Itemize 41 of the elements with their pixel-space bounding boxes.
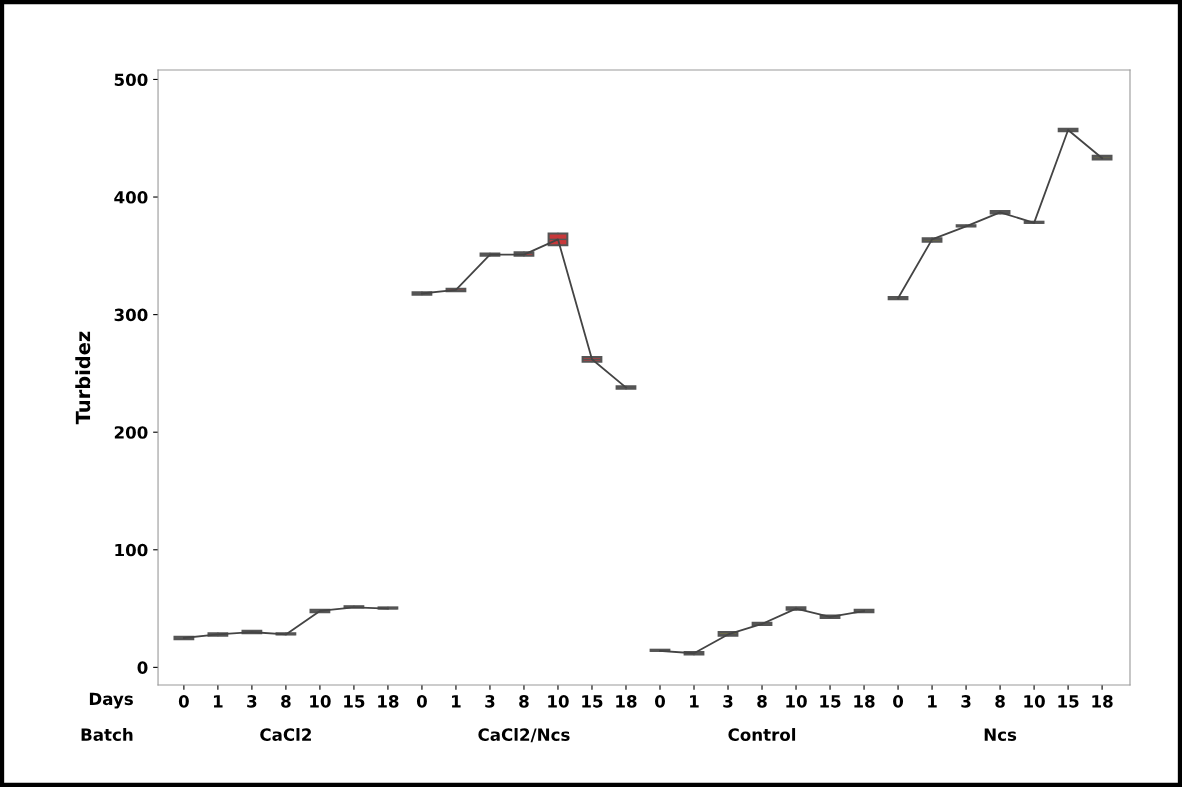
- x-tick-label: 8: [281, 695, 291, 708]
- x-tick-label: 0: [416, 695, 427, 708]
- text: CaCl2: [260, 728, 311, 741]
- text: Days: [89, 692, 133, 709]
- x-tick-label: 10: [1024, 695, 1045, 708]
- x-tick-label: 3: [485, 695, 495, 708]
- y-axis-title: Turbidez: [75, 331, 91, 425]
- text: CaCl2/Ncs: [478, 728, 570, 743]
- x-tick-label: 3: [961, 695, 971, 708]
- x-tick-label: 18: [1092, 695, 1113, 708]
- y-tick-label: 100: [115, 543, 148, 557]
- x-tick-label: 8: [757, 695, 767, 708]
- y-tick-label: 200: [114, 426, 148, 439]
- text: Control: [728, 728, 796, 741]
- x-tick-label: 0: [655, 695, 665, 708]
- x-tick-label: 1: [690, 695, 699, 708]
- x-tick-label: 10: [548, 695, 569, 708]
- x-tick-label: 18: [616, 695, 637, 708]
- text: Batch: [81, 728, 133, 741]
- x-tick-label: 8: [995, 695, 1005, 708]
- y-tick-label: 500: [114, 73, 148, 87]
- y-tick-label: 300: [114, 308, 148, 322]
- text: Ncs: [984, 728, 1017, 741]
- x-tick-label: 15: [582, 695, 603, 708]
- x-tick-label: 10: [786, 695, 807, 708]
- x-tick-label: 15: [1058, 695, 1079, 708]
- x-tick-label: 1: [213, 695, 223, 708]
- y-tick-label: 0: [137, 661, 148, 674]
- x-tick-label: 0: [893, 695, 904, 708]
- x-tick-label: 18: [854, 695, 875, 708]
- x-tick-label: 15: [820, 695, 841, 708]
- x-tick-label: 8: [519, 695, 529, 708]
- y-tick-label: 400: [114, 191, 148, 204]
- x-tick-label: 15: [344, 695, 365, 708]
- x-tick-label: 3: [723, 695, 733, 708]
- x-tick-label: 18: [378, 695, 399, 708]
- x-tick-label: 1: [928, 695, 937, 708]
- x-tick-label: 0: [178, 695, 189, 708]
- x-tick-label: 1: [452, 695, 461, 708]
- x-tick-label: 3: [247, 695, 257, 708]
- x-tick-label: 10: [310, 695, 331, 708]
